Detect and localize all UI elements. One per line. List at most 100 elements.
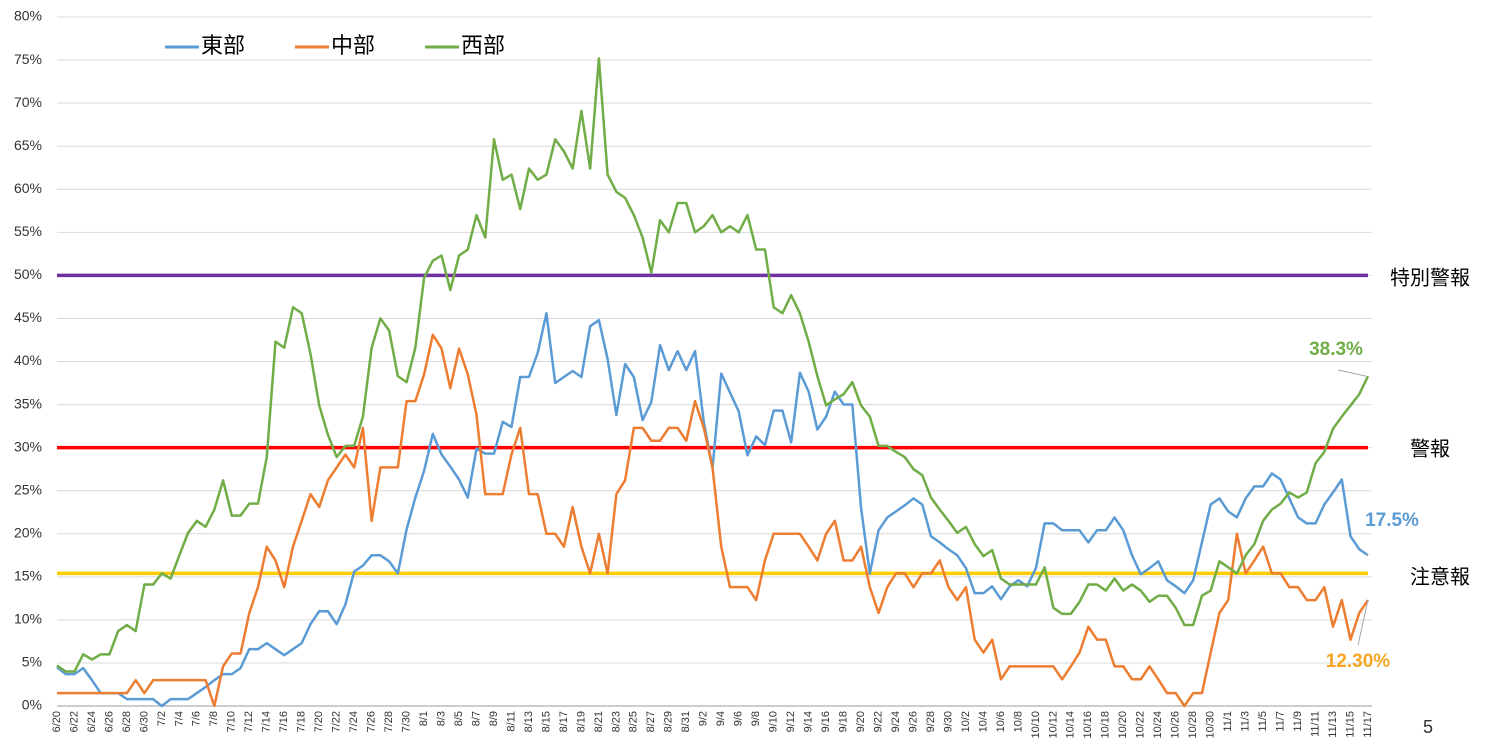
x-tick-label: 7/14: [261, 711, 273, 732]
y-tick-label: 25%: [14, 481, 42, 497]
x-tick-label: 8/19: [575, 711, 587, 732]
x-tick-label: 9/8: [750, 711, 762, 726]
y-tick-label: 80%: [14, 8, 42, 24]
x-tick-label: 11/7: [1275, 711, 1287, 732]
x-tick-label: 6/22: [68, 711, 80, 732]
x-tick-label: 9/12: [785, 711, 797, 732]
x-tick-label: 7/20: [313, 711, 325, 732]
x-tick-label: 10/18: [1100, 711, 1112, 739]
x-tick-label: 8/1: [418, 711, 430, 726]
x-tick-label: 7/8: [208, 711, 220, 726]
x-tick-label: 9/4: [715, 711, 727, 726]
x-tick-label: 9/14: [803, 711, 815, 732]
x-tick-label: 6/24: [86, 711, 98, 732]
x-tick-label: 9/10: [768, 711, 780, 732]
x-tick-label: 9/16: [820, 711, 832, 732]
series-line: [56, 312, 1369, 708]
x-tick-label: 9/2: [698, 711, 710, 726]
y-tick-label: 5%: [22, 654, 42, 670]
x-tick-label: 8/7: [470, 711, 482, 726]
x-tick-label: 7/2: [156, 711, 168, 726]
leader-line: [1337, 369, 1367, 377]
x-tick-label: 7/18: [296, 711, 308, 732]
annotation: 38.3%: [1309, 339, 1363, 360]
y-tick-label: 50%: [14, 266, 42, 282]
x-tick-label: 10/30: [1205, 711, 1217, 739]
x-tick-label: 8/27: [645, 711, 657, 732]
annotation: 12.30%: [1326, 651, 1391, 672]
x-tick-label: 8/9: [488, 711, 500, 726]
x-tick-label: 9/6: [733, 711, 745, 726]
x-tick-label: 6/26: [103, 711, 115, 732]
legend-label: 中部: [331, 33, 375, 58]
y-tick-label: 20%: [14, 524, 42, 540]
x-tick-label: 8/3: [435, 711, 447, 726]
y-tick-label: 70%: [14, 94, 42, 110]
x-tick-label: 10/26: [1170, 711, 1182, 739]
x-tick-label: 7/26: [366, 711, 378, 732]
reference-label: 警報: [1410, 437, 1450, 460]
x-tick-label: 11/5: [1257, 711, 1269, 732]
x-tick-label: 6/20: [51, 711, 63, 732]
y-tick-label: 40%: [14, 352, 42, 368]
x-tick-label: 8/17: [558, 711, 570, 732]
x-tick-label: 11/15: [1344, 711, 1356, 738]
y-tick-label: 10%: [14, 611, 42, 627]
x-tick-label: 10/10: [1030, 711, 1042, 739]
x-tick-label: 11/13: [1327, 711, 1339, 738]
y-tick-label: 65%: [14, 137, 42, 153]
x-tick-label: 8/13: [523, 711, 535, 732]
x-tick-label: 7/28: [383, 711, 395, 732]
leader-line: [1357, 599, 1369, 646]
x-tick-label: 8/31: [680, 711, 692, 732]
x-tick-label: 11/17: [1362, 711, 1374, 738]
x-tick-label: 7/30: [401, 711, 413, 732]
series-line: [57, 333, 1370, 708]
x-tick-label: 10/24: [1152, 711, 1164, 739]
x-tick-label: 11/3: [1240, 711, 1252, 732]
x-tick-label: 8/21: [593, 711, 605, 732]
y-tick-label: 35%: [14, 395, 42, 411]
x-tick-label: 7/16: [278, 711, 290, 732]
x-tick-label: 6/30: [138, 711, 150, 732]
x-tick-label: 11/11: [1309, 711, 1321, 737]
reference-label: 注意報: [1410, 565, 1470, 588]
x-tick-label: 10/14: [1065, 711, 1077, 739]
x-tick-label: 8/15: [540, 711, 552, 732]
x-tick-label: 10/12: [1047, 711, 1059, 739]
annotation: 17.5%: [1365, 510, 1419, 531]
x-tick-label: 8/25: [628, 711, 640, 732]
x-tick-label: 9/26: [907, 711, 919, 732]
x-tick-label: 10/2: [960, 711, 972, 732]
x-tick-label: 10/28: [1187, 711, 1199, 739]
series-line: [56, 57, 1370, 673]
y-tick-label: 60%: [14, 180, 42, 196]
x-tick-label: 9/24: [890, 711, 902, 732]
x-tick-label: 8/11: [505, 711, 517, 732]
x-tick-label: 8/23: [610, 711, 622, 732]
x-tick-label: 10/8: [1012, 711, 1024, 732]
x-tick-label: 7/22: [331, 711, 343, 732]
x-tick-label: 7/4: [173, 711, 185, 726]
legend-label: 西部: [461, 33, 505, 58]
y-tick-label: 0%: [22, 697, 42, 713]
y-tick-label: 55%: [14, 223, 42, 239]
x-tick-label: 9/18: [838, 711, 850, 732]
x-tick-label: 7/24: [348, 711, 360, 732]
x-tick-label: 9/20: [855, 711, 867, 732]
legend-label: 東部: [201, 33, 245, 58]
y-tick-label: 15%: [14, 568, 42, 584]
x-tick-label: 7/6: [191, 711, 203, 726]
x-tick-label: 10/16: [1082, 711, 1094, 739]
x-tick-label: 9/22: [872, 711, 884, 732]
x-tick-label: 10/4: [977, 711, 989, 732]
x-tick-label: 8/5: [453, 711, 465, 726]
x-tick-label: 10/6: [995, 711, 1007, 732]
x-tick-label: 11/1: [1222, 711, 1234, 732]
reference-label: 特別警報: [1390, 266, 1470, 289]
x-tick-label: 9/30: [942, 711, 954, 732]
page-number: 5: [1423, 717, 1433, 737]
x-tick-label: 10/20: [1117, 711, 1129, 739]
x-tick-label: 6/28: [121, 711, 133, 732]
